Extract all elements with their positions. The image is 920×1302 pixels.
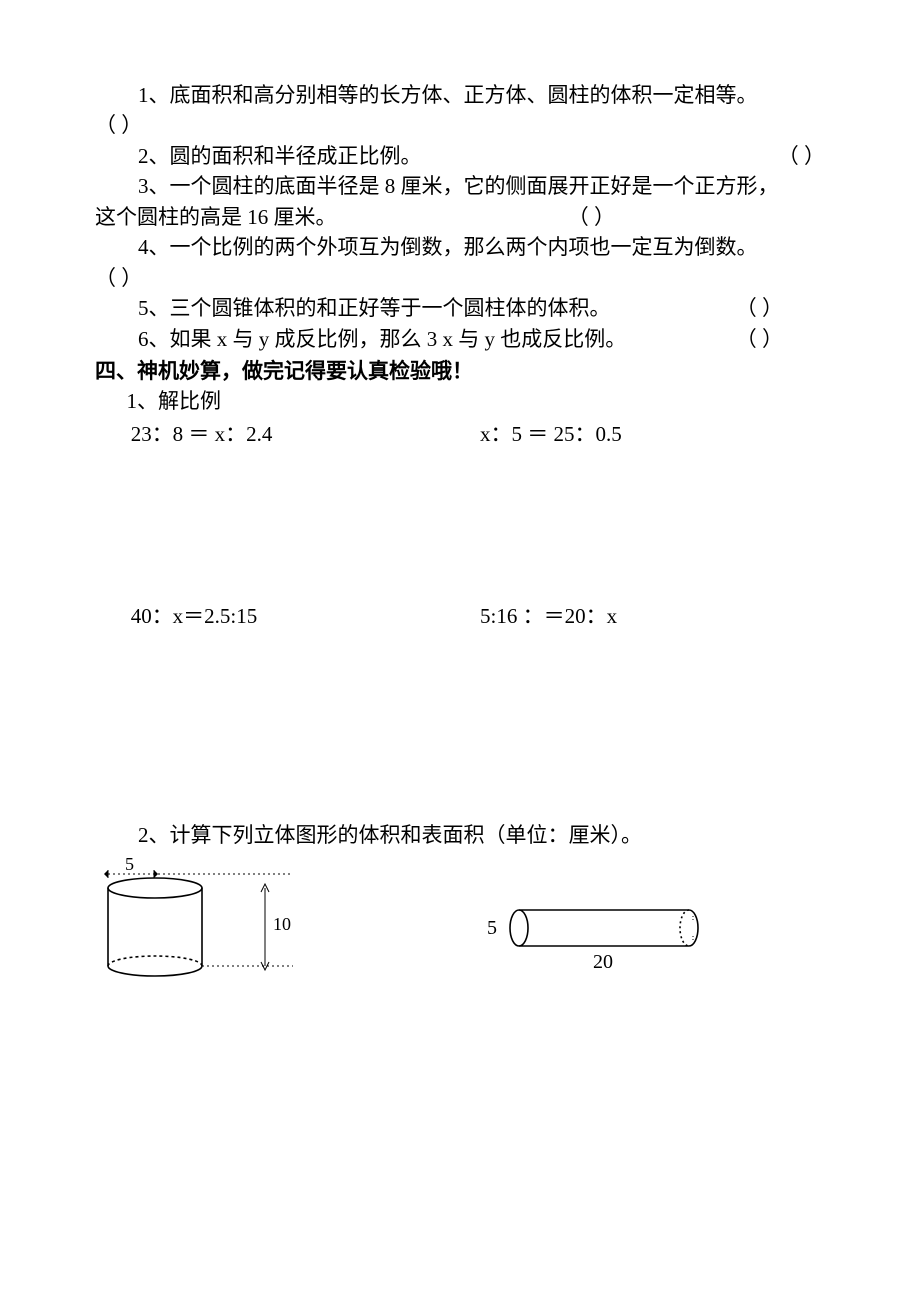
fig2-label-20: 20: [593, 951, 613, 973]
q1-paren-row: （ ）: [95, 110, 825, 140]
gap2: [95, 632, 825, 820]
q6-paren: （ ）: [693, 324, 783, 354]
sub1-text: 1、解比例: [127, 389, 222, 413]
q3-line2: 这个圆柱的高是 16 厘米。: [95, 205, 337, 229]
q2-paren: （ ）: [735, 141, 825, 171]
q3-paren: （ ）: [568, 202, 615, 232]
q1-paren: （ ）: [95, 113, 142, 137]
q1-text: 1、底面积和高分别相等的长方体、正方体、圆柱的体积一定相等。: [138, 83, 758, 107]
q4-line1: 4、一个比例的两个外项互为倒数，那么两个内项也一定互为倒数。: [138, 235, 758, 259]
fig2-label-5: 5: [487, 917, 497, 939]
q2-text: 2、圆的面积和半径成正比例。: [138, 144, 422, 168]
figure-cylinder-horizontal: 5 20: [485, 900, 735, 988]
fig1-label-5: 5: [125, 858, 134, 874]
section4-title-text: 四、神机妙算，做完记得要认真检验哦！: [95, 359, 473, 383]
eq2-right: 5:16 ：＝20：x: [480, 601, 825, 631]
gap1: [95, 449, 825, 599]
q2-row: 2、圆的面积和半径成正比例。 （ ）: [95, 141, 825, 171]
eq2-left: 40：x＝2.5:15: [95, 601, 480, 631]
q3-line2-row: 这个圆柱的高是 16 厘米。 （ ）: [95, 202, 825, 232]
sub2-row: 2、计算下列立体图形的体积和表面积（单位：厘米）。: [95, 820, 825, 850]
q4-paren: （ ）: [95, 266, 142, 290]
q3-line1: 3、一个圆柱的底面半径是 8 厘米，它的侧面展开正好是一个正方形，: [138, 174, 779, 198]
fig1-label-10: 10: [273, 914, 291, 934]
eq-row-1: 23：8 ＝ x：2.4 x：5 ＝ 25：0.5: [95, 419, 825, 449]
q5-text: 5、三个圆锥体积的和正好等于一个圆柱体的体积。: [138, 296, 611, 320]
q6-text: 6、如果 x 与 y 成反比例，那么 3 x 与 y 也成反比例。: [138, 327, 626, 351]
figures-area: 5 10 5 20: [95, 858, 825, 988]
q3-line1-row: 3、一个圆柱的底面半径是 8 厘米，它的侧面展开正好是一个正方形，: [95, 171, 825, 201]
q5-paren: （ ）: [693, 293, 783, 323]
eq-row-2: 40：x＝2.5:15 5:16 ：＝20：x: [95, 601, 825, 631]
q4-paren-row: （ ）: [95, 263, 825, 293]
figure-cylinder-vertical: 5 10: [95, 858, 315, 996]
q6-row: 6、如果 x 与 y 成反比例，那么 3 x 与 y 也成反比例。 （ ）: [95, 324, 825, 354]
eq1-left: 23：8 ＝ x：2.4: [95, 419, 480, 449]
cylinder-vertical-icon: 5 10: [95, 858, 315, 988]
cylinder-horizontal-icon: 5 20: [485, 900, 735, 980]
eq1-right: x：5 ＝ 25：0.5: [480, 419, 825, 449]
q5-row: 5、三个圆锥体积的和正好等于一个圆柱体的体积。 （ ）: [95, 293, 825, 323]
sub1-row: 1、解比例: [95, 386, 825, 416]
q4-line1-row: 4、一个比例的两个外项互为倒数，那么两个内项也一定互为倒数。: [95, 232, 825, 262]
sub2-text: 2、计算下列立体图形的体积和表面积（单位：厘米）。: [138, 823, 642, 847]
section4-title: 四、神机妙算，做完记得要认真检验哦！: [95, 356, 825, 386]
q1-line1: 1、底面积和高分别相等的长方体、正方体、圆柱的体积一定相等。: [95, 80, 825, 110]
